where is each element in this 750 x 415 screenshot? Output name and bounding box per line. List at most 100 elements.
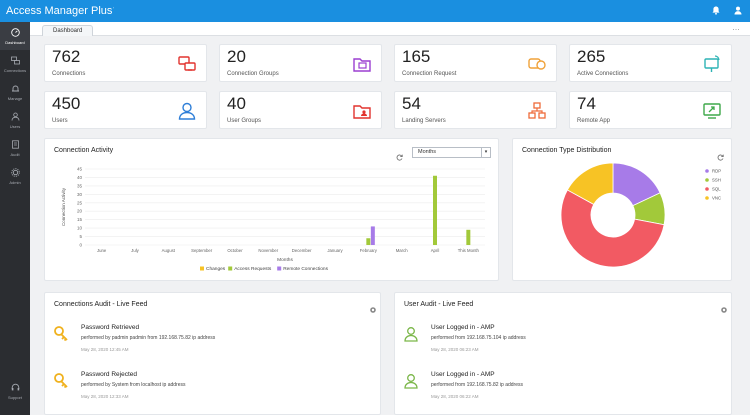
legend-swatch (705, 196, 709, 200)
bar-access-requests (366, 238, 371, 245)
key-icon (54, 373, 68, 389)
sidebar-item-connections[interactable]: Connections (0, 50, 30, 78)
y-tick-label: 15 (77, 217, 83, 222)
sidebar-item-audit[interactable]: Audit (0, 134, 30, 162)
stat-label: Connection Request (402, 71, 457, 77)
period-select-value: Months (418, 149, 437, 155)
top-bar: Access Manager Plus· (0, 0, 750, 22)
app-title-mark: · (112, 5, 115, 12)
stat-label: Connection Groups (227, 71, 279, 77)
bar-access-requests (466, 229, 471, 245)
stat-card-connection-request[interactable]: 165 Connection Request (394, 44, 557, 82)
bar-remote-connections (370, 226, 375, 245)
connections-icon (10, 56, 20, 67)
y-tick-label: 35 (77, 183, 83, 188)
legend-label: VNC (712, 196, 721, 201)
user-icon (404, 327, 418, 342)
connections-icon (178, 56, 196, 71)
sidebar-item-dashboard[interactable]: Dashboard (0, 22, 30, 50)
sidebar-item-manage[interactable]: Manage (0, 78, 30, 106)
feed-item-timestamp: May 28, 2020 12:33 AM (81, 394, 129, 399)
panel-title: Connections Audit - Live Feed (54, 301, 148, 308)
support-icon (11, 383, 20, 394)
legend-swatch (705, 187, 709, 191)
panel-title: User Audit - Live Feed (404, 301, 474, 308)
x-axis-label: Months (277, 257, 293, 263)
y-tick-label: 40 (77, 175, 83, 180)
feed-item-description: performed from 192.168.75.104 ip address (431, 335, 526, 341)
stat-card-active-connections[interactable]: 265 Active Connections (569, 44, 732, 82)
x-tick-label: August (162, 248, 176, 253)
feed-item-title: Password Retrieved (81, 324, 140, 331)
tab-dashboard[interactable]: Dashboard (42, 25, 94, 36)
slice-sql (560, 189, 665, 268)
feed-item-title: User Logged in - AMP (431, 371, 495, 378)
x-tick-label: October (227, 248, 243, 253)
stat-label: Active Connections (577, 71, 629, 77)
sidebar-item-support[interactable]: Support (0, 377, 30, 405)
landing-server-icon (528, 102, 546, 119)
legend-swatch (228, 266, 233, 271)
sidebar: Dashboard Connections Manage Users Audit… (0, 22, 30, 415)
x-tick-label: December (292, 248, 312, 253)
app-title[interactable]: Access Manager Plus· (0, 5, 114, 17)
request-icon (528, 58, 546, 70)
feed-item-timestamp: May 28, 2020 06:23 AM (431, 347, 479, 352)
stat-value: 450 (52, 94, 81, 113)
gear-icon[interactable] (369, 301, 377, 319)
user-icon (178, 102, 196, 120)
legend-swatch (705, 178, 709, 182)
sidebar-item-admin[interactable]: Admin (0, 162, 30, 190)
user-icon (404, 374, 418, 389)
stat-card-remote-app[interactable]: 74 Remote App (569, 91, 732, 129)
notification-bell-icon[interactable] (712, 6, 720, 17)
tab-bar: Dashboard … (30, 22, 750, 36)
connection-type-donut-chart: RDP SSH SQL VNC (560, 162, 721, 268)
sidebar-item-label: Audit (10, 151, 20, 157)
sidebar-item-label: Manage (7, 95, 23, 101)
stat-label: Users (52, 118, 68, 124)
stat-card-landing-servers[interactable]: 54 Landing Servers (394, 91, 557, 129)
dashboard-icon (10, 27, 20, 39)
refresh-icon[interactable] (717, 148, 724, 166)
chevron-down-icon: ▾ (481, 148, 490, 157)
period-select[interactable]: Months ▾ (412, 147, 491, 158)
y-tick-label: 20 (77, 209, 83, 214)
sidebar-item-users[interactable]: Users (0, 106, 30, 134)
stat-value: 165 (402, 47, 431, 66)
gear-icon[interactable] (720, 301, 728, 319)
more-options-icon[interactable]: … (732, 23, 740, 32)
legend-label: Remote Connections (283, 266, 328, 272)
panel-title: Connection Activity (54, 147, 114, 154)
admin-icon (10, 167, 20, 179)
user-group-folder-icon (353, 105, 371, 119)
connections-audit-feed-panel: Connections Audit - Live Feed Password R… (44, 292, 381, 415)
y-tick-label: 0 (79, 243, 82, 248)
refresh-icon[interactable] (396, 148, 403, 166)
stat-label: User Groups (227, 118, 262, 124)
legend-label: Access Requests (234, 266, 272, 272)
stat-card-connection-groups[interactable]: 20 Connection Groups (219, 44, 382, 82)
stat-card-user-groups[interactable]: 40 User Groups (219, 91, 382, 129)
bar-access-requests (433, 175, 437, 245)
sidebar-item-label: Connections (3, 67, 27, 73)
user-profile-icon[interactable] (734, 6, 742, 17)
panel-title: Connection Type Distribution (522, 147, 612, 154)
y-axis-label: Connection Activity (61, 187, 66, 226)
stat-card-connections[interactable]: 762 Connections (44, 44, 207, 82)
stat-value: 40 (227, 94, 246, 113)
legend-label: Changes (206, 266, 226, 272)
feed-item-description: performed by System from localhost ip ad… (81, 382, 186, 388)
legend-swatch (705, 169, 709, 173)
legend-label: SSH (712, 178, 721, 183)
key-icon (54, 326, 68, 342)
y-tick-label: 5 (79, 234, 82, 239)
legend-swatch (200, 266, 204, 271)
users-icon (11, 112, 20, 123)
sidebar-item-label: Admin (9, 179, 21, 185)
stat-value: 762 (52, 47, 81, 66)
stat-label: Landing Servers (402, 118, 446, 124)
x-tick-label: September (191, 248, 213, 253)
feed-item-timestamp: May 28, 2020 12:45 AM (81, 347, 129, 352)
stat-card-users[interactable]: 450 Users (44, 91, 207, 129)
